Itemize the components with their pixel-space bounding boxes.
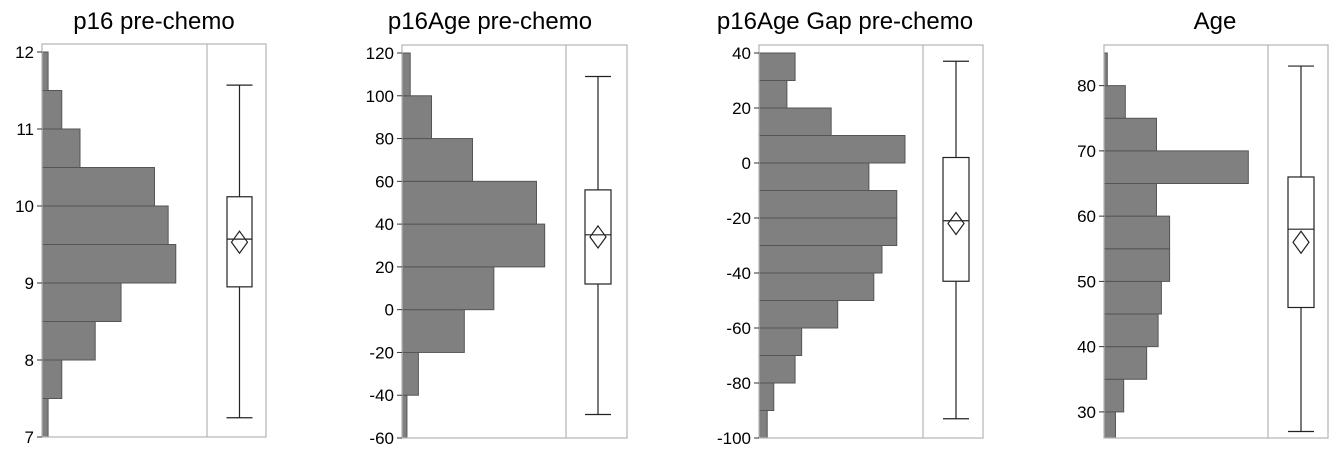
histogram-bar xyxy=(1103,248,1171,282)
chart-title: p16Age pre-chemo xyxy=(388,8,592,35)
histogram-bar xyxy=(758,52,796,81)
y-tick-label: 7 xyxy=(25,428,34,447)
mean-diamond xyxy=(230,230,249,255)
histogram-bar xyxy=(758,410,768,439)
mean-diamond xyxy=(1292,230,1310,255)
histogram-bar xyxy=(401,309,465,353)
histogram-bar xyxy=(41,359,63,399)
y-tick-label: 40 xyxy=(1077,338,1096,357)
chart-panel: p16Age pre-chemo -60 -40 -20 0 20 40 60 80 100 120 xyxy=(366,8,628,448)
histogram-bar xyxy=(401,95,433,140)
histogram-bar xyxy=(1103,313,1159,348)
histogram-bar xyxy=(401,394,408,439)
histogram-bar xyxy=(1103,117,1157,152)
y-tick-label: -40 xyxy=(726,264,751,283)
histogram-bar xyxy=(758,300,839,329)
y-tick-label: -40 xyxy=(369,386,394,405)
histogram-bar xyxy=(758,162,870,191)
histogram-bar xyxy=(758,327,803,356)
y-tick-label: 0 xyxy=(385,301,394,320)
box-iqr xyxy=(1287,176,1315,309)
histogram-bar xyxy=(1103,346,1148,380)
y-tick-label: 60 xyxy=(375,172,394,191)
y-tick-label: 40 xyxy=(732,44,751,63)
y-tick-label: -60 xyxy=(369,429,394,448)
mean-diamond xyxy=(589,224,607,249)
plot-frame xyxy=(1103,44,1329,439)
y-tick-label: 30 xyxy=(1077,403,1096,422)
histogram-bar xyxy=(758,355,796,384)
histogram-bar xyxy=(758,382,775,411)
y-tick-label: 100 xyxy=(366,87,394,106)
y-tick-label: 9 xyxy=(25,274,34,293)
y-tick-label: 20 xyxy=(375,258,394,277)
chart-title: p16Age Gap pre-chemo xyxy=(717,8,973,35)
mean-diamond xyxy=(947,211,965,236)
y-tick-label: -20 xyxy=(369,343,394,362)
histogram-bar xyxy=(401,223,546,268)
histogram-bar xyxy=(1103,215,1171,250)
y-tick-label: 80 xyxy=(375,130,394,149)
y-tick-label: 40 xyxy=(375,215,394,234)
y-tick-label: 11 xyxy=(16,120,34,139)
histogram-bar xyxy=(41,51,49,91)
histogram-bar xyxy=(41,321,96,361)
histogram-bar xyxy=(758,107,832,136)
plot-frame xyxy=(401,44,628,439)
histogram-bar xyxy=(41,282,122,322)
y-tick-label: 120 xyxy=(366,44,394,63)
histogram-bar xyxy=(401,351,419,396)
histogram-bar xyxy=(1103,280,1162,315)
histogram-bar xyxy=(401,180,537,225)
histogram-bar xyxy=(401,266,495,311)
y-tick-label: 12 xyxy=(15,43,34,62)
plot-frame xyxy=(41,43,267,438)
histogram-bar xyxy=(41,398,49,438)
plot-frame xyxy=(758,44,984,439)
histogram-bar xyxy=(41,244,177,284)
chart-title: p16 pre-chemo xyxy=(73,8,234,35)
histogram-bar xyxy=(1103,378,1125,413)
y-tick-label: -60 xyxy=(726,319,751,338)
chart-panel: Age 30 40 50 60 70 80 xyxy=(1077,8,1329,439)
histogram-bar xyxy=(758,245,883,274)
histogram-bar xyxy=(41,205,169,245)
histogram-bar xyxy=(41,128,81,168)
y-tick-label: 0 xyxy=(742,154,751,173)
y-tick-label: 20 xyxy=(732,99,751,118)
histogram-bar xyxy=(41,90,63,130)
y-tick-label: 80 xyxy=(1077,77,1096,96)
y-tick-label: 60 xyxy=(1077,207,1096,226)
y-tick-label: 50 xyxy=(1077,272,1096,291)
y-tick-label: -80 xyxy=(726,374,751,393)
box-iqr xyxy=(226,196,253,288)
histogram-bar xyxy=(401,138,474,182)
histogram-bar xyxy=(1103,150,1249,185)
histogram-bar xyxy=(758,190,898,219)
histogram-bar xyxy=(758,217,898,246)
histogram-bar xyxy=(758,272,875,301)
box-iqr xyxy=(942,156,970,282)
histogram-bar xyxy=(1103,183,1157,217)
y-tick-label: 10 xyxy=(15,197,34,216)
chart-panel: p16 pre-chemo 7 8 9 10 11 12 xyxy=(15,8,267,447)
histogram-bar xyxy=(1103,85,1126,119)
histogram-bar xyxy=(401,52,411,97)
histogram-bar xyxy=(1103,411,1116,439)
y-tick-label: -100 xyxy=(717,429,751,448)
histogram-bar xyxy=(41,167,155,207)
chart-title: Age xyxy=(1194,8,1237,35)
chart-panels: p16 pre-chemo 7 8 9 10 11 12 p16Age pre-chemo -6… xyxy=(15,8,1329,448)
chart-panel: p16Age Gap pre-chemo -100 -80 -60 -40 -20 0 20 4… xyxy=(717,8,984,448)
y-tick-label: 8 xyxy=(25,351,34,370)
histogram-bar xyxy=(758,135,906,164)
y-tick-label: 70 xyxy=(1077,142,1096,161)
histogram-bar xyxy=(758,80,788,109)
box-iqr xyxy=(584,189,612,285)
y-tick-label: -20 xyxy=(726,209,751,228)
